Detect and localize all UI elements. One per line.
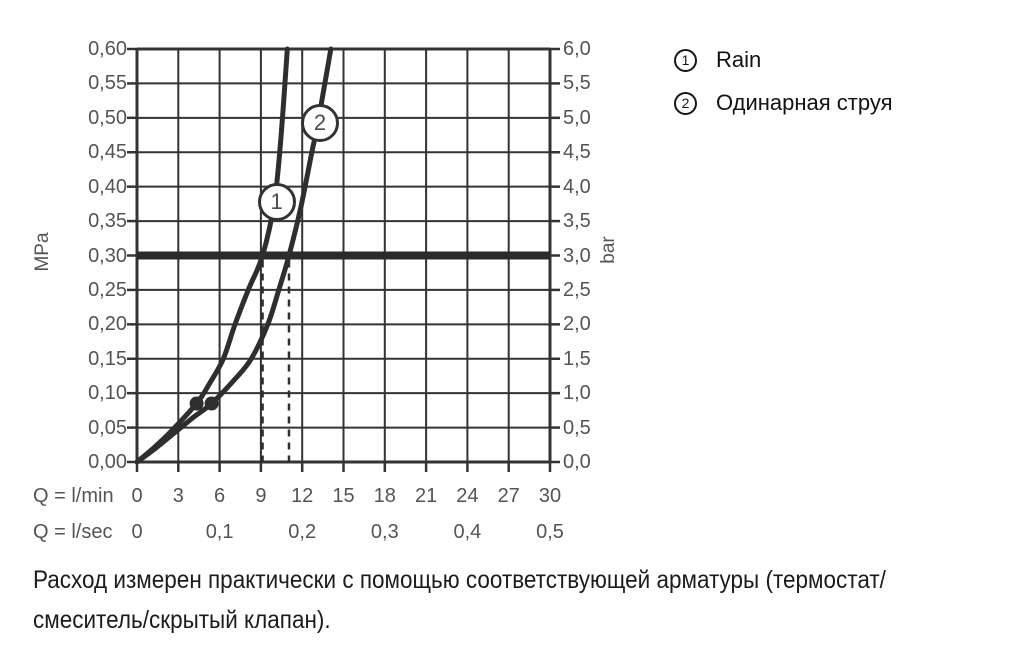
legend-circle-1-icon: 1	[674, 48, 697, 72]
legend-circle-2-icon: 2	[674, 91, 697, 115]
x-lmin-tick-label: 3	[172, 485, 184, 507]
y-left-tick-label: 0,15	[88, 347, 127, 370]
y-right-tick-label: 5,0	[563, 106, 591, 129]
y-right-tick-label: 3,0	[563, 244, 591, 267]
x-lsec-tick-label: 0	[131, 521, 143, 543]
x-lmin-tick-label: 15	[332, 485, 355, 507]
x-lsec-tick-label: 0,5	[536, 521, 564, 543]
x-lsec-tick-label: 0,1	[205, 521, 234, 543]
y-left-tick-label: 0,40	[88, 175, 127, 198]
x-lmin-tick-label: 0	[131, 485, 143, 507]
y-left-tick-label: 0,25	[88, 278, 127, 301]
y-right-tick-label: 5,5	[563, 72, 591, 95]
x-lmin-tick-label: 21	[414, 485, 438, 507]
footnote: Расход измерен практически с помощью соо…	[33, 560, 1024, 640]
y-left-tick-label: 0,05	[88, 416, 127, 439]
x-lsec-tick-label: 0,3	[370, 521, 399, 543]
legend-item-rain: 1 Rain	[674, 47, 893, 73]
y-left-tick-label: 0,50	[88, 106, 127, 129]
x-lmin-tick-label: 24	[456, 485, 479, 507]
y-left-tick-label: 0,45	[88, 141, 127, 164]
y-right-tick-label: 2,0	[563, 313, 591, 336]
curve-2	[134, 46, 334, 465]
x-lmin-tick-label: 12	[291, 485, 314, 507]
x-lmin-tick-label: 6	[214, 485, 226, 507]
y-right-tick-label: 1,0	[563, 382, 591, 405]
y-left-tick-label: 0,10	[88, 382, 127, 405]
x-lmin-tick-label: 9	[255, 485, 267, 507]
y-right-tick-label: 1,5	[563, 347, 591, 370]
y-right-tick-label: 0,5	[563, 416, 591, 439]
x-lsec-tick-label: 0,2	[288, 521, 317, 543]
legend-label-rain: Rain	[716, 47, 762, 72]
x-axis-caption-lmin: Q = l/min	[33, 485, 114, 507]
y-left-tick-label: 0,00	[88, 451, 127, 473]
x-lmin-tick-label: 18	[373, 485, 396, 507]
legend: 1 Rain 2 Одинарная струя	[674, 47, 893, 133]
x-axis-caption-lsec: Q = l/sec	[33, 521, 113, 543]
y-right-tick-label: 4,5	[563, 141, 591, 164]
footnote-line-1: Расход измерен практически с помощью соо…	[33, 566, 886, 594]
legend-item-single-jet: 2 Одинарная струя	[674, 90, 893, 116]
y-left-tick-label: 0,35	[88, 210, 127, 233]
y-right-tick-label: 6,0	[563, 38, 591, 60]
legend-label-single-jet: Одинарная струя	[716, 90, 893, 115]
footnote-line-2: смеситель/скрытый клапан).	[33, 606, 331, 634]
y-left-tick-label: 0,30	[88, 244, 127, 267]
curve-1-marker-dot	[189, 396, 204, 411]
curve-2-badge: 2	[300, 103, 339, 142]
x-lsec-tick-label: 0,4	[453, 521, 482, 543]
curve-1-badge: 1	[257, 182, 296, 221]
y-right-tick-label: 0,0	[563, 451, 591, 473]
y-right-tick-label: 3,5	[563, 210, 591, 233]
x-lmin-tick-label: 27	[497, 485, 520, 507]
left-axis-unit-label: MPa	[32, 232, 53, 272]
curve-2-marker-dot	[204, 396, 219, 411]
x-lmin-tick-label: 30	[538, 485, 562, 507]
y-right-tick-label: 4,0	[563, 175, 591, 198]
y-right-tick-label: 2,5	[563, 278, 591, 301]
y-left-tick-label: 0,55	[88, 72, 127, 95]
y-left-tick-label: 0,60	[88, 38, 127, 60]
y-left-tick-label: 0,20	[88, 313, 127, 336]
